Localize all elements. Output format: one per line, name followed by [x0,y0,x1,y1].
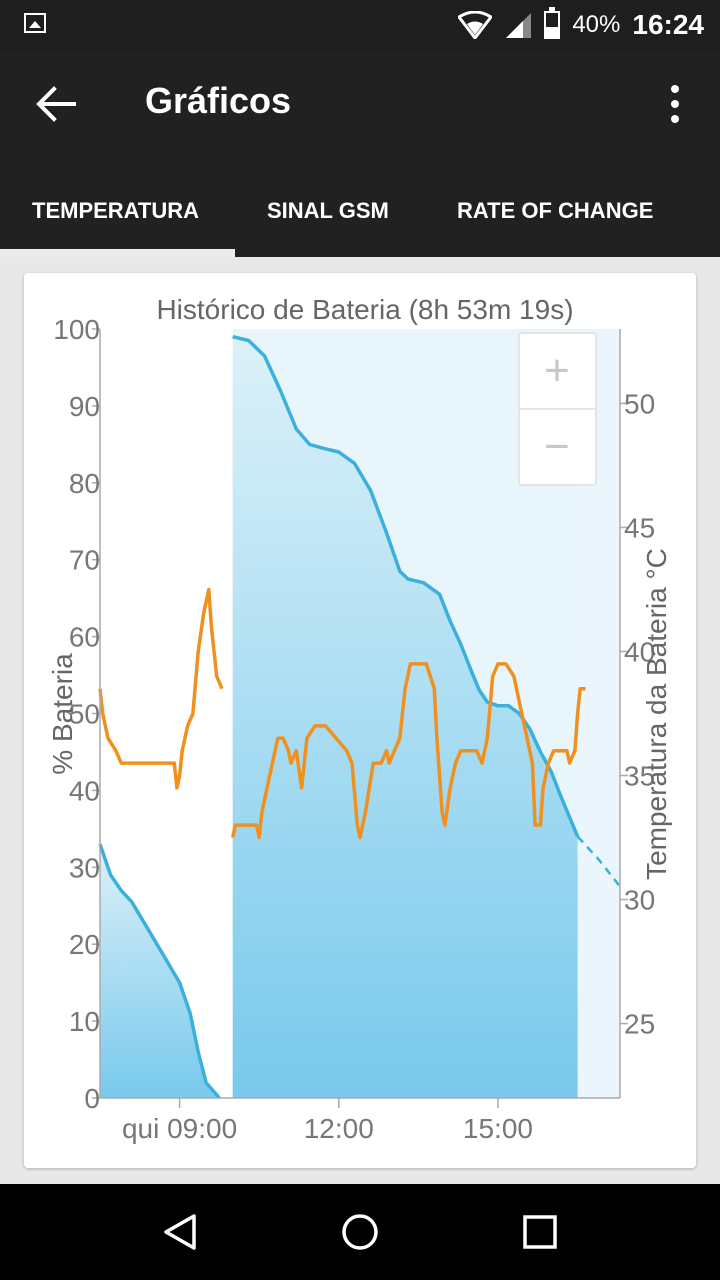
overflow-menu-icon[interactable] [660,84,690,124]
y2-tick-label: 35 [624,761,655,792]
battery-area [100,844,220,1098]
y2-tick-label: 45 [624,512,655,543]
x-tick-label: 12:00 [304,1113,374,1144]
page-title: Gráficos [145,80,292,121]
y-tick-label: 90 [69,391,100,422]
status-icons: 40% 16:24 [458,0,704,50]
battery-history-chart[interactable]: Histórico de Bateria (8h 53m 19s) 0 10 20 3… [24,273,696,1168]
battery-line [98,843,221,1100]
y-tick-label: 60 [69,622,100,653]
y-axis-label: % Bateria [47,653,78,775]
image-notification-icon [24,13,46,33]
y2-tick-label: 50 [624,388,655,419]
tab-sinal-gsm[interactable]: SINAL GSM [267,198,389,223]
battery-area [232,336,578,1098]
tab-temperatura[interactable]: TEMPERATURA [32,198,200,223]
clock: 16:24 [632,9,704,40]
y-tick-label: 20 [69,929,100,960]
x-tick-label: 15:00 [463,1113,533,1144]
zoom-controls: + − [518,332,597,486]
chart-card: Histórico de Bateria (8h 53m 19s) 0 10 20 3… [24,273,696,1168]
y2-tick-label: 30 [624,885,655,916]
temperature-line [98,587,224,790]
y2-axis-ticks: 25 30 35 40 45 50 [620,388,655,1040]
wifi-icon [458,11,493,39]
y-tick-label: 80 [69,468,100,499]
navigation-bar [0,1184,720,1280]
temperature-line [230,662,586,840]
y2-tick-label: 25 [624,1009,655,1040]
x-tick-label: qui 09:00 [122,1113,237,1144]
y-tick-label: 30 [69,852,100,883]
y-tick-label: 70 [69,545,100,576]
y2-axis-label: Temperatura da Bateria °C [641,548,672,880]
battery-percent: 40% [572,11,621,38]
status-bar: 40% 16:24 [0,0,720,50]
app-bar: Gráficos [0,50,720,160]
battery-projection-line [576,835,621,888]
plot-area [98,329,621,1100]
home-nav-icon[interactable] [340,1212,380,1252]
cell-signal-icon [506,13,532,38]
recents-nav-icon[interactable] [522,1214,558,1250]
back-arrow-icon[interactable] [34,84,78,124]
battery-line [232,334,580,838]
zoom-in-button[interactable]: + [544,346,570,395]
battery-icon [544,7,561,39]
y-axis-ticks: 0 10 20 30 40 50 60 70 80 90 100 [53,314,100,1114]
y-tick-label: 100 [53,314,100,345]
y-tick-label: 50 [69,699,100,730]
chart-title: Histórico de Bateria (8h 53m 19s) [156,294,573,325]
zoom-out-button[interactable]: − [544,422,570,471]
active-tab-indicator [0,249,235,257]
y-tick-label: 10 [69,1006,100,1037]
x-axis-ticks: qui 09:00 12:00 15:00 [122,1098,533,1144]
back-nav-icon[interactable] [160,1212,200,1252]
tab-rate-of-change[interactable]: RATE OF CHANGE [457,198,654,223]
y-tick-label: 40 [69,775,100,806]
y2-tick-label: 40 [624,636,655,667]
tab-bar: TEMPERATURA SINAL GSM RATE OF CHANGE [0,160,720,257]
y-tick-label: 0 [84,1083,100,1114]
